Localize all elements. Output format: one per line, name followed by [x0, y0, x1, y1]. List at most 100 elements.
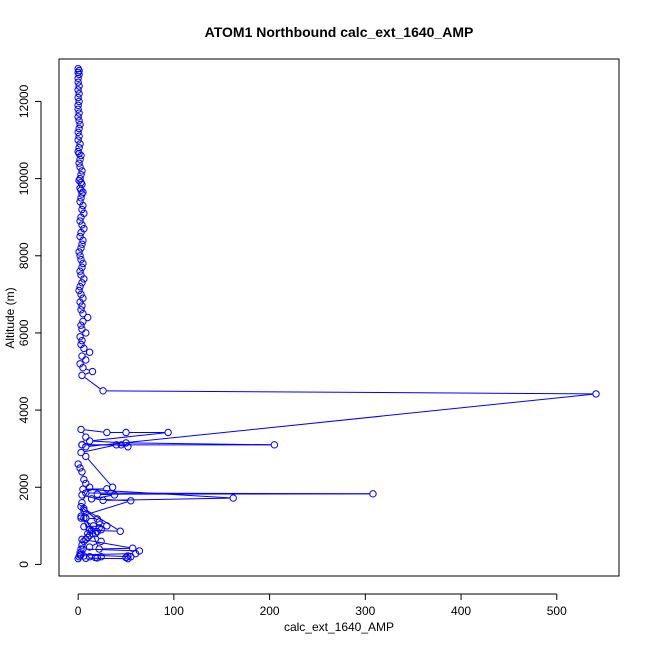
series-line-segment — [92, 440, 123, 444]
data-point — [82, 356, 90, 364]
data-point — [84, 533, 92, 542]
x-axis: 0 100 200 300 400 500 — [75, 593, 567, 618]
series-line-segment — [92, 542, 99, 547]
data-point — [77, 151, 85, 160]
series-line-segment — [88, 393, 593, 447]
data-point — [75, 159, 83, 167]
x-tick-label: 500 — [547, 604, 567, 618]
data-point — [74, 136, 82, 144]
data-point — [75, 90, 83, 98]
data-point — [78, 279, 86, 287]
data-point — [74, 460, 82, 468]
data-point — [112, 441, 121, 449]
data-point — [87, 495, 96, 503]
data-point — [82, 489, 90, 497]
data-point — [76, 333, 84, 341]
data-point — [76, 282, 84, 291]
data-point — [77, 290, 85, 299]
data-point — [80, 506, 88, 515]
data-point — [79, 309, 87, 318]
series-line-segment — [87, 458, 111, 486]
data-point — [75, 132, 83, 140]
data-point — [78, 263, 86, 272]
series-line-segment — [86, 548, 137, 552]
data-point — [75, 70, 83, 79]
data-point — [127, 497, 135, 505]
data-point — [74, 101, 82, 109]
data-point — [78, 325, 86, 333]
y-tick-label: 4000 — [17, 396, 31, 423]
series-line-segment — [84, 376, 101, 390]
data-point — [78, 302, 86, 310]
y-tick-label: 8000 — [17, 242, 31, 269]
data-point — [78, 336, 86, 345]
data-point — [80, 475, 88, 484]
data-point — [164, 428, 172, 437]
data-point — [78, 498, 86, 507]
data-point — [75, 286, 83, 295]
data-point — [79, 201, 87, 210]
series-line-segment — [81, 509, 86, 516]
data-point — [82, 554, 90, 562]
data-point — [229, 494, 237, 502]
y-axis-label: Altitude (m) — [3, 287, 17, 348]
data-point — [82, 443, 90, 451]
data-point — [75, 97, 83, 106]
data-point — [76, 298, 84, 306]
data-point — [80, 514, 88, 522]
data-point — [80, 275, 88, 283]
data-point — [78, 205, 86, 214]
data-point — [77, 514, 85, 522]
series-line-segment — [82, 489, 89, 501]
x-tick-label: 400 — [451, 604, 471, 618]
y-tick-label: 10000 — [17, 162, 31, 196]
y-tick-label: 6000 — [17, 319, 31, 346]
data-point — [85, 437, 94, 445]
chart-title: ATOM1 Northbound calc_ext_1640_AMP — [205, 24, 474, 40]
data-point — [82, 479, 90, 488]
data-point — [122, 439, 130, 447]
data-point — [85, 348, 94, 356]
data-point — [78, 541, 86, 549]
data-point — [74, 74, 82, 82]
data-point — [78, 221, 86, 229]
data-point — [76, 252, 84, 260]
data-point — [76, 155, 84, 164]
data-point — [74, 93, 82, 102]
data-point — [77, 321, 85, 329]
data-point — [78, 352, 86, 360]
data-point — [76, 163, 84, 171]
data-point — [77, 545, 85, 553]
data-point — [88, 367, 97, 376]
data-point — [95, 524, 103, 532]
series-line-segment — [129, 442, 272, 446]
data-point — [74, 78, 82, 86]
data-point — [82, 535, 90, 544]
data-point — [75, 248, 83, 256]
data-point — [77, 255, 85, 264]
y-axis: 0 2000 4000 6000 8000 10000 12000 — [17, 84, 42, 568]
data-point — [78, 190, 86, 198]
x-tick-label: 200 — [260, 604, 280, 618]
data-point — [97, 526, 105, 534]
data-point — [79, 317, 87, 326]
data-point — [77, 448, 85, 457]
series-line-segment — [84, 554, 128, 558]
data-point — [85, 483, 94, 491]
data-point — [82, 329, 90, 337]
data-point — [78, 371, 86, 380]
data-point — [103, 428, 111, 437]
data-point — [76, 217, 84, 225]
data-point — [117, 441, 125, 449]
series-line-segment — [85, 539, 130, 549]
data-point — [124, 443, 132, 451]
data-point — [76, 120, 84, 129]
data-point — [93, 490, 101, 498]
data-point — [77, 213, 85, 221]
data-point — [80, 522, 88, 531]
data-point — [85, 543, 94, 551]
data-point — [75, 124, 83, 133]
data-point — [97, 553, 105, 561]
data-point — [75, 149, 83, 158]
data-point — [97, 537, 105, 545]
